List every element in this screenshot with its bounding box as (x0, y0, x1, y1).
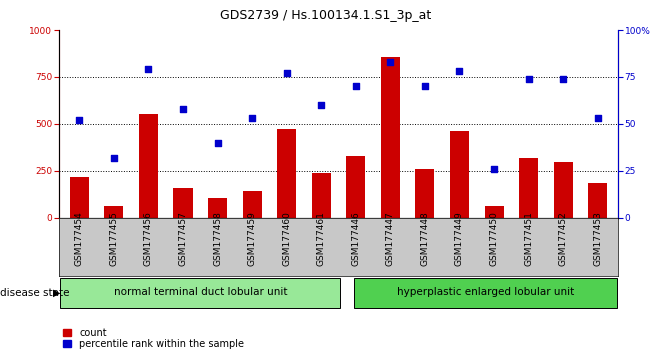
Bar (354, 278, 616, 308)
Bar (174, 188, 193, 218)
Point (212, 140, 223, 145)
Point (74, 117, 85, 123)
Text: disease state: disease state (0, 288, 70, 298)
Bar (104, 206, 124, 218)
Bar (484, 206, 503, 218)
Bar (553, 162, 573, 218)
Bar (381, 57, 400, 218)
Text: normal terminal duct lobular unit: normal terminal duct lobular unit (113, 287, 287, 297)
Point (489, 166, 499, 172)
Bar (450, 131, 469, 218)
Bar (415, 169, 434, 218)
Point (143, 67, 154, 72)
Point (178, 106, 188, 112)
Text: hyperplastic enlarged lobular unit: hyperplastic enlarged lobular unit (396, 287, 574, 297)
Bar (208, 198, 227, 218)
Text: ▶: ▶ (53, 288, 61, 298)
Bar (70, 177, 89, 218)
Text: GDS2739 / Hs.100134.1.S1_3p_at: GDS2739 / Hs.100134.1.S1_3p_at (220, 9, 431, 22)
Point (558, 76, 568, 82)
Point (316, 102, 326, 108)
Bar (589, 183, 607, 218)
Bar (312, 173, 331, 218)
Point (420, 84, 430, 89)
Point (281, 70, 292, 76)
Bar (277, 129, 296, 218)
Bar (139, 114, 158, 218)
Point (351, 84, 361, 89)
Bar (243, 190, 262, 218)
Point (592, 115, 603, 121)
Point (247, 115, 257, 121)
Bar (519, 158, 538, 218)
Point (454, 69, 465, 74)
Point (109, 155, 119, 160)
Bar (346, 156, 365, 218)
Bar (61, 278, 340, 308)
Point (523, 76, 534, 82)
Legend: count, percentile rank within the sample: count, percentile rank within the sample (63, 328, 244, 349)
Point (385, 59, 396, 65)
